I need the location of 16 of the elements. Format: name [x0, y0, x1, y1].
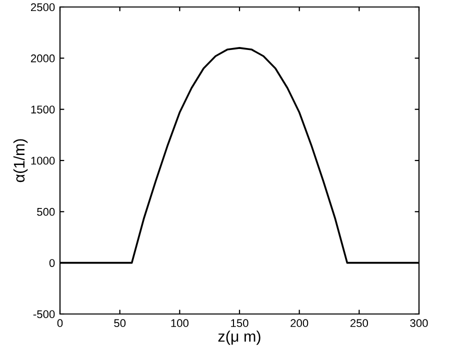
- x-tick-label: 150: [231, 319, 248, 328]
- y-tick-label: 1500: [31, 106, 55, 114]
- x-tick-label: 50: [114, 319, 126, 328]
- x-tick-label: 100: [171, 319, 188, 328]
- x-tick-label: 300: [410, 319, 428, 328]
- x-tick-label: 200: [290, 319, 308, 328]
- y-tick-label: 1000: [31, 156, 55, 165]
- x-axis-title: z(μ m): [218, 330, 260, 345]
- y-axis-title: α(1/m): [13, 139, 28, 182]
- y-tick-label: -500: [33, 310, 55, 318]
- y-tick-label: 500: [37, 208, 55, 216]
- x-tick-label: 250: [350, 319, 368, 328]
- y-tick-label: 2000: [30, 54, 55, 62]
- x-tick-label: 0: [57, 319, 63, 328]
- y-tick-label: 0: [49, 259, 55, 267]
- y-tick-label: 2500: [30, 3, 55, 12]
